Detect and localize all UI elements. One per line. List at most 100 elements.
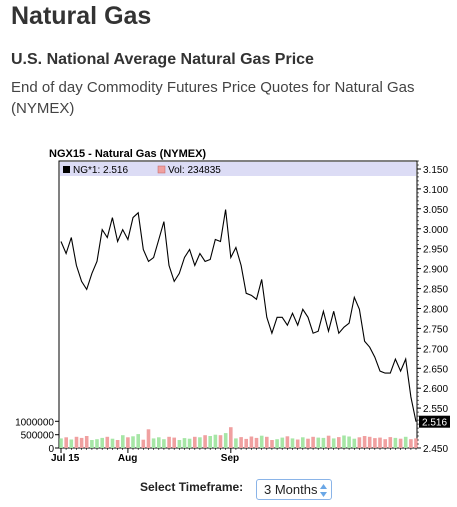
volume-bar bbox=[229, 427, 233, 448]
volume-bar bbox=[90, 440, 94, 448]
volume-bar bbox=[347, 436, 351, 448]
timeframe-select-value: 3 Months bbox=[264, 482, 318, 497]
legend-price-swatch bbox=[63, 166, 70, 173]
volume-bar bbox=[64, 437, 68, 448]
volume-bar bbox=[393, 437, 398, 448]
volume-bar bbox=[141, 439, 146, 448]
page-title: Natural Gas bbox=[11, 2, 152, 30]
volume-bar bbox=[239, 437, 243, 448]
volume-bar bbox=[409, 439, 413, 448]
x-axis: Jul 15 Aug Sep bbox=[51, 448, 417, 464]
volume-bar bbox=[146, 429, 151, 448]
volume-bar bbox=[193, 436, 197, 448]
volume-tick-label: 500000 bbox=[21, 431, 55, 442]
volume-bar bbox=[254, 437, 259, 448]
volume-bar bbox=[295, 439, 300, 448]
volume-bar bbox=[157, 437, 161, 448]
price-tick-label: 2.850 bbox=[423, 285, 448, 296]
volume-bar bbox=[110, 438, 115, 448]
last-price-marker: 2.516 bbox=[419, 415, 450, 429]
volume-bar bbox=[403, 436, 408, 448]
volume-bar bbox=[59, 438, 63, 448]
volume-bar bbox=[126, 437, 130, 448]
price-tick-label: 2.750 bbox=[423, 324, 448, 335]
x-tick-label: Sep bbox=[221, 453, 239, 464]
volume-bar bbox=[275, 439, 279, 448]
chart-title: NGX15 - Natural Gas (NYMEX) bbox=[49, 148, 206, 160]
volume-bar bbox=[337, 437, 341, 448]
price-series-line bbox=[60, 209, 417, 422]
price-tick-label: 2.650 bbox=[423, 364, 448, 375]
volume-bar bbox=[84, 436, 89, 448]
x-tick-label: Jul 15 bbox=[51, 453, 80, 464]
volume-bars bbox=[59, 427, 418, 448]
volume-bar bbox=[115, 440, 120, 448]
volume-bar bbox=[244, 438, 248, 448]
timeframe-label: Select Timeframe: bbox=[140, 480, 244, 494]
volume-bar bbox=[259, 435, 264, 448]
price-tick-label: 2.450 bbox=[423, 444, 448, 455]
volume-axis: 1000000 500000 0 bbox=[15, 417, 59, 455]
price-axis: 3.150 3.100 3.050 3.000 2.950 2.900 2.850 2.800… bbox=[417, 160, 448, 455]
volume-bar bbox=[357, 437, 362, 448]
volume-bar bbox=[306, 438, 310, 448]
volume-bar bbox=[105, 436, 110, 448]
legend-volume-label: Vol: 234835 bbox=[168, 165, 221, 176]
volume-bar bbox=[187, 438, 192, 448]
chart-plot-frame bbox=[58, 160, 418, 449]
volume-tick-label: 1000000 bbox=[15, 417, 54, 428]
volume-bar bbox=[373, 438, 377, 448]
volume-bar bbox=[270, 440, 274, 448]
volume-bar bbox=[121, 435, 125, 448]
price-tick-label: 3.000 bbox=[423, 225, 448, 236]
legend-price-label: NG*1: 2.516 bbox=[73, 165, 128, 176]
volume-bar bbox=[290, 438, 295, 448]
volume-bar bbox=[162, 439, 166, 448]
price-tick-label: 3.100 bbox=[423, 185, 448, 196]
volume-bar bbox=[378, 437, 382, 448]
volume-tick-label: 0 bbox=[48, 444, 54, 455]
page-description: End of day Commodity Futures Price Quote… bbox=[11, 79, 415, 117]
volume-bar bbox=[414, 438, 418, 448]
volume-bar bbox=[208, 436, 212, 448]
volume-bar bbox=[203, 435, 207, 448]
volume-bar bbox=[100, 437, 104, 448]
volume-bar bbox=[131, 436, 135, 448]
price-tick-label: 2.950 bbox=[423, 245, 448, 256]
volume-bar bbox=[342, 435, 346, 448]
volume-bar bbox=[213, 434, 218, 448]
price-tick-label: 2.800 bbox=[423, 305, 448, 316]
page-subtitle: U.S. National Average Natural Gas Price bbox=[11, 51, 314, 68]
x-tick-label: Aug bbox=[118, 453, 137, 464]
volume-bar bbox=[388, 437, 393, 448]
volume-bar bbox=[95, 439, 99, 448]
volume-bar bbox=[398, 438, 403, 448]
volume-bar bbox=[383, 439, 387, 448]
volume-bar bbox=[151, 438, 156, 448]
price-tick-label: 2.700 bbox=[423, 344, 448, 355]
volume-bar bbox=[177, 440, 182, 448]
chart-legend-band bbox=[60, 162, 416, 176]
volume-bar bbox=[234, 438, 238, 448]
volume-bar bbox=[311, 436, 315, 448]
last-price-box bbox=[419, 415, 450, 428]
volume-bar bbox=[182, 438, 187, 448]
volume-bar bbox=[249, 436, 254, 448]
volume-bar bbox=[167, 436, 171, 448]
last-price-label: 2.516 bbox=[422, 418, 447, 429]
volume-bar bbox=[265, 436, 269, 448]
volume-bar bbox=[172, 437, 176, 448]
volume-bar bbox=[316, 437, 321, 448]
price-tick-label: 3.050 bbox=[423, 205, 448, 216]
volume-bar bbox=[331, 438, 336, 448]
volume-bar bbox=[301, 437, 305, 448]
volume-bar bbox=[79, 437, 84, 448]
price-tick-label: 2.600 bbox=[423, 384, 448, 395]
volume-bar bbox=[352, 438, 357, 448]
timeframe-select[interactable]: 3 Months bbox=[256, 479, 332, 500]
volume-bar bbox=[223, 433, 228, 448]
volume-bar bbox=[285, 436, 290, 448]
volume-bar bbox=[218, 435, 223, 448]
volume-bar bbox=[74, 436, 79, 448]
price-tick-label: 3.150 bbox=[423, 165, 448, 176]
